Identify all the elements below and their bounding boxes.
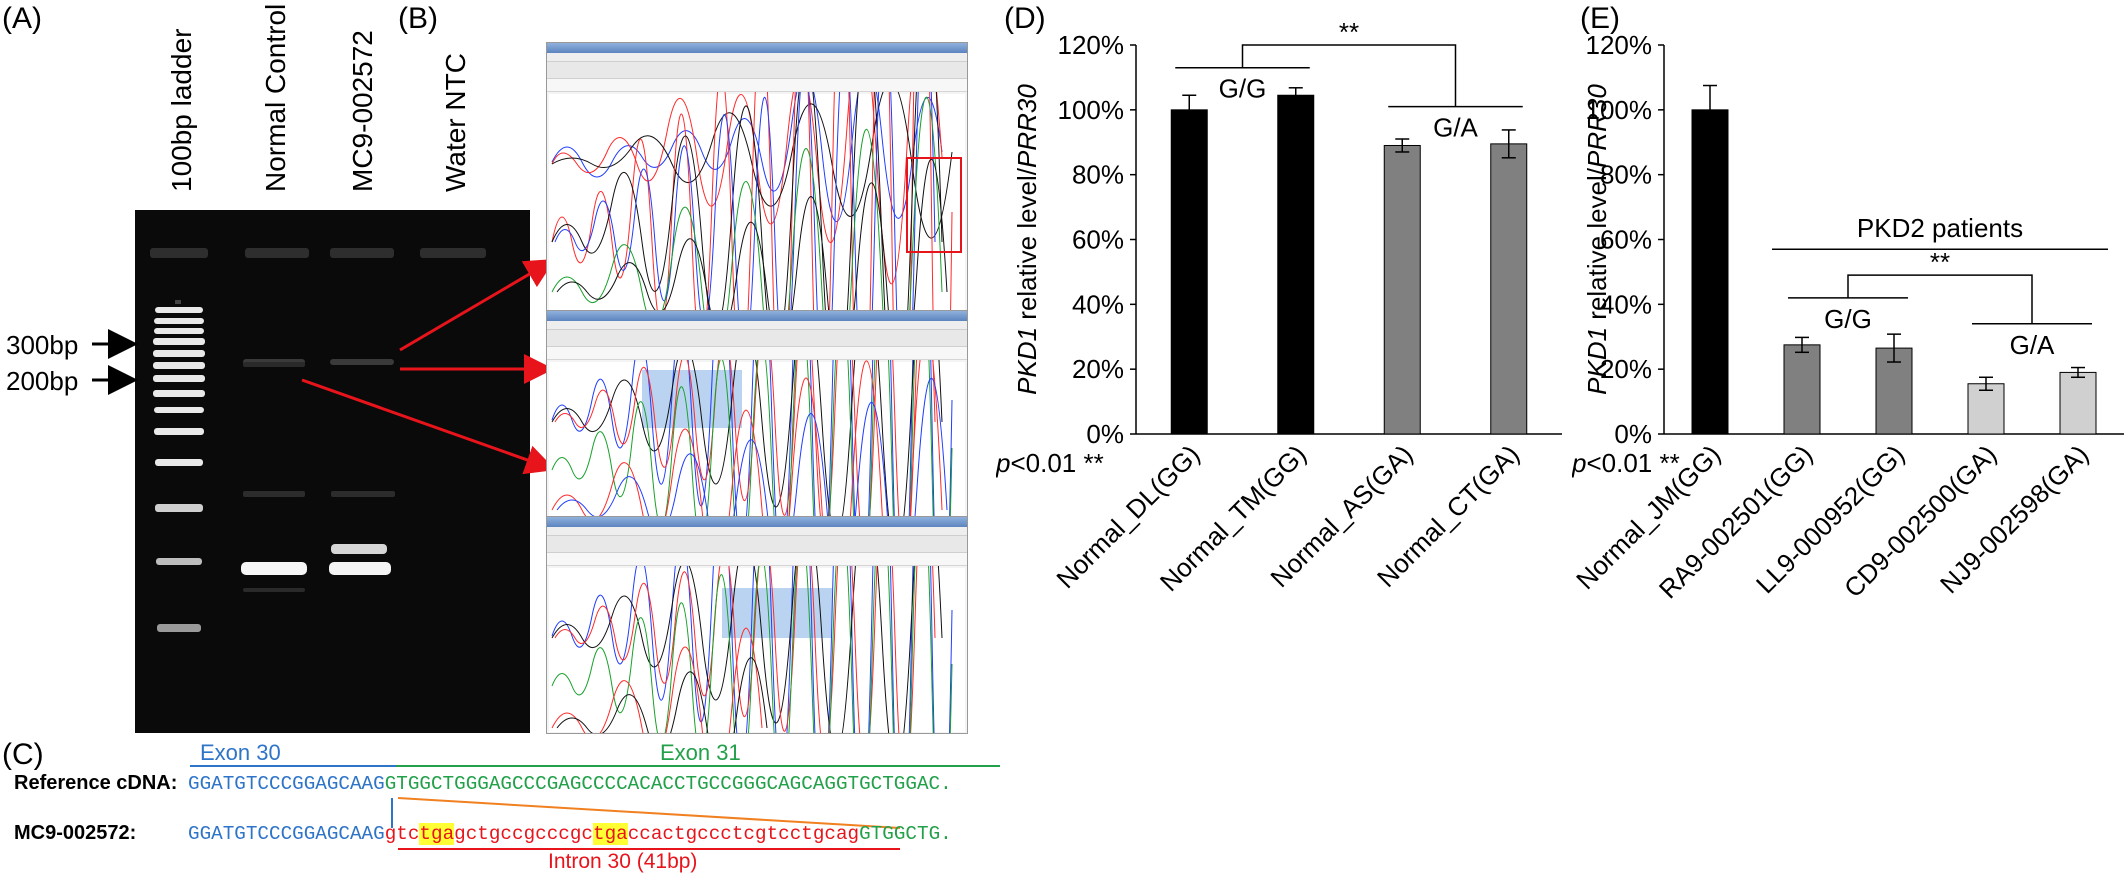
mutant-label: MC9-002572: bbox=[14, 822, 137, 844]
panel-label-c: (C) bbox=[2, 738, 44, 771]
chart-d: 0% 20% 40% 60% 80% 100% 120% PKD1 relative leve… bbox=[996, 17, 1562, 597]
y-tick-label: 20% bbox=[1600, 354, 1652, 384]
lane-label-ladder: 100bp ladder bbox=[166, 28, 197, 192]
mut-intron-seq-1: gtc bbox=[384, 823, 420, 845]
y-axis-label: PKD1 relative level/PRR30 bbox=[1012, 84, 1042, 395]
panel-label-d: (D) bbox=[1004, 2, 1046, 35]
stop-codon-2: tga bbox=[593, 823, 628, 845]
y-tick-label: 40% bbox=[1072, 289, 1124, 319]
exon31-label: Exon 31 bbox=[660, 740, 741, 765]
bar bbox=[2059, 371, 2097, 435]
y-tick-label: 80% bbox=[1600, 160, 1652, 190]
marker-200bp: 200bp bbox=[6, 366, 79, 396]
ref-exon30-seq: GGATGTCCCGGAGCAAG bbox=[188, 773, 385, 795]
y-tick-label: 20% bbox=[1072, 354, 1124, 384]
mut-intron-seq-3: ccactgccctcgtcctgcag bbox=[627, 823, 860, 845]
chromatogram-window-2 bbox=[546, 310, 968, 518]
gel-image bbox=[135, 210, 530, 733]
y-tick-label: 0% bbox=[1614, 419, 1652, 449]
bracket-ga-label: G/A bbox=[2010, 330, 2055, 360]
chromatogram-window-3 bbox=[546, 516, 968, 734]
significance-label: ** bbox=[1930, 247, 1950, 277]
x-tick-label: CD9-002500(GA) bbox=[1838, 439, 2002, 603]
panel-label-e: (E) bbox=[1580, 2, 1620, 35]
reference-sequence: GGATGTCCCGGAGCAAGGTGGCTGGGAGCCCGAGCCCCAC… bbox=[188, 773, 952, 795]
bar bbox=[1783, 344, 1821, 435]
y-tick-label: 80% bbox=[1072, 160, 1124, 190]
bracket-gg-label: G/G bbox=[1219, 74, 1267, 104]
y-tick-label: 0% bbox=[1086, 419, 1124, 449]
y-tick-label: 100% bbox=[1058, 95, 1125, 125]
exon30-label: Exon 30 bbox=[200, 740, 281, 765]
lane-label-mc9-002572: MC9-002572 bbox=[347, 30, 378, 192]
bracket-gg-label: G/G bbox=[1824, 304, 1872, 334]
stop-codon-1: tga bbox=[419, 823, 455, 845]
bar bbox=[1691, 109, 1729, 435]
bar bbox=[1383, 144, 1421, 435]
chromatogram-window-1 bbox=[546, 42, 968, 312]
panel-label-a: (A) bbox=[2, 2, 42, 35]
bracket-ga-label: G/A bbox=[1433, 113, 1478, 143]
panel-label-b: (B) bbox=[398, 2, 438, 35]
bar bbox=[1277, 94, 1315, 435]
mut-exon31-seq: GTGGCTG. bbox=[859, 823, 952, 845]
y-tick-label: 60% bbox=[1600, 225, 1652, 255]
mutant-sequence: GGATGTCCCGGAGCAAGgtctgagctgccgcccgctgacc… bbox=[188, 823, 952, 845]
chart-e: 0% 20% 40% 60% 80% 100% 120% PKD1 relative leve… bbox=[1572, 30, 2124, 604]
significance-bracket bbox=[1847, 274, 2033, 324]
intron-label: Intron 30 (41bp) bbox=[548, 850, 698, 873]
bar bbox=[1170, 109, 1208, 435]
y-tick-label: 100% bbox=[1586, 95, 1653, 125]
p-value-footnote: p<0.01 ** bbox=[1572, 448, 1680, 478]
ref-exon31-seq: GTGGCTGGGAGCCCGAGCCCCACACCTGCCGGGCAGCAGG… bbox=[384, 773, 952, 795]
lane-label-water-ntc: Water NTC bbox=[440, 53, 471, 192]
pkd2-patients-label: PKD2 patients bbox=[1857, 213, 2023, 243]
p-value-footnote: p<0.01 ** bbox=[996, 448, 1104, 478]
y-tick-label: 60% bbox=[1072, 225, 1124, 255]
reference-cdna-label: Reference cDNA: bbox=[14, 772, 178, 794]
y-tick-label: 120% bbox=[1586, 30, 1653, 60]
mut-exon30-seq: GGATGTCCCGGAGCAAG bbox=[188, 823, 385, 845]
lane-label-normal-control: Normal Control bbox=[260, 3, 291, 192]
y-tick-label: 120% bbox=[1058, 30, 1125, 60]
bar bbox=[1490, 143, 1528, 435]
significance-label: ** bbox=[1339, 17, 1359, 47]
significance-bracket bbox=[1241, 44, 1457, 107]
y-tick-label: 40% bbox=[1600, 289, 1652, 319]
y-axis-label: PKD1 relative level/PRR30 bbox=[1582, 84, 1612, 395]
marker-300bp: 300bp bbox=[6, 330, 79, 360]
bar bbox=[1967, 383, 2005, 435]
mut-intron-seq-2: gctgccgcccgc bbox=[454, 823, 593, 845]
